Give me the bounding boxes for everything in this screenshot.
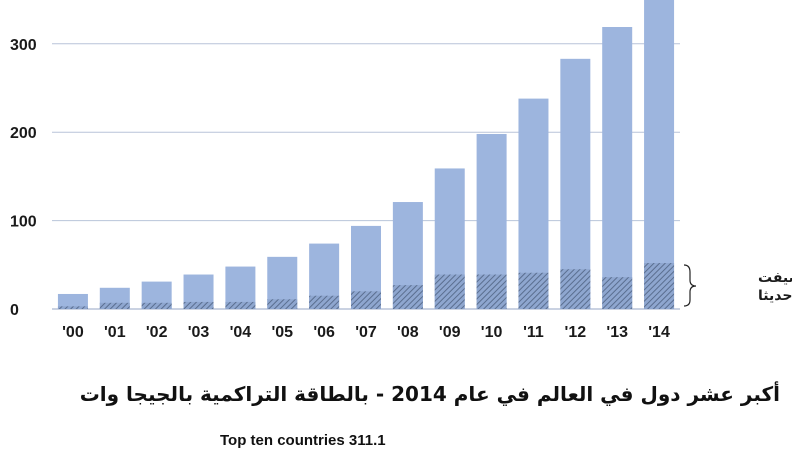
x-tick-label: '03 <box>188 324 210 341</box>
chart-subtitle: Top ten countries 311.1 <box>220 432 386 449</box>
x-tick-label: '14 <box>648 324 670 341</box>
x-tick-label: '07 <box>355 324 377 341</box>
bar-newly-added <box>225 301 256 309</box>
bar-newly-added <box>351 291 381 309</box>
bar-total <box>602 27 633 310</box>
bars <box>57 0 675 310</box>
x-tick-label: '09 <box>439 324 461 341</box>
legend-brace <box>683 264 697 307</box>
x-tick-label: '00 <box>62 324 84 341</box>
y-tick-label: 300 <box>10 37 37 54</box>
y-tick-label: 0 <box>10 302 19 319</box>
x-axis-ticks: '00 '01 '02 '03 '04 '05 '06 '07 '08 '09 '10 '11 '12 '… <box>62 324 670 341</box>
bar-total <box>644 0 675 309</box>
y-axis-ticks: 0 100 200 300 <box>10 37 37 319</box>
x-tick-label: '11 <box>523 324 544 341</box>
bar-newly-added <box>644 263 675 309</box>
x-tick-label: '04 <box>230 324 252 341</box>
x-tick-label: '05 <box>271 324 293 341</box>
y-tick-label: 100 <box>10 214 37 231</box>
x-tick-label: '02 <box>146 324 168 341</box>
bar-newly-added <box>309 295 340 309</box>
bar-newly-added <box>183 301 214 309</box>
chart-title: أكبر عشر دول في العالم في عام 2014 - بال… <box>79 382 780 406</box>
bar-newly-added <box>476 274 507 309</box>
legend-label-line: حديثا <box>758 288 792 304</box>
bar-newly-added <box>518 272 549 309</box>
bar-newly-added <box>560 269 591 309</box>
bar-newly-added <box>141 302 172 309</box>
legend-label-line: أضيفت <box>758 268 792 286</box>
bar-newly-added <box>392 285 423 309</box>
bar-newly-added <box>602 277 633 309</box>
x-tick-label: '06 <box>313 324 335 341</box>
x-tick-label: '13 <box>606 324 628 341</box>
bar-newly-added <box>99 302 130 309</box>
bar-newly-added <box>57 306 88 309</box>
bar-newly-added <box>267 299 298 309</box>
x-tick-label: '08 <box>397 324 419 341</box>
legend: أضيفت حديثا <box>683 264 792 307</box>
bar-total <box>57 293 88 309</box>
x-tick-label: '12 <box>565 324 587 341</box>
y-tick-label: 200 <box>10 125 37 142</box>
x-tick-label: '01 <box>104 324 126 341</box>
x-tick-label: '10 <box>481 324 503 341</box>
legend-label: أضيفت حديثا <box>758 268 792 304</box>
bar-total <box>560 58 591 309</box>
bar-newly-added <box>434 274 465 309</box>
